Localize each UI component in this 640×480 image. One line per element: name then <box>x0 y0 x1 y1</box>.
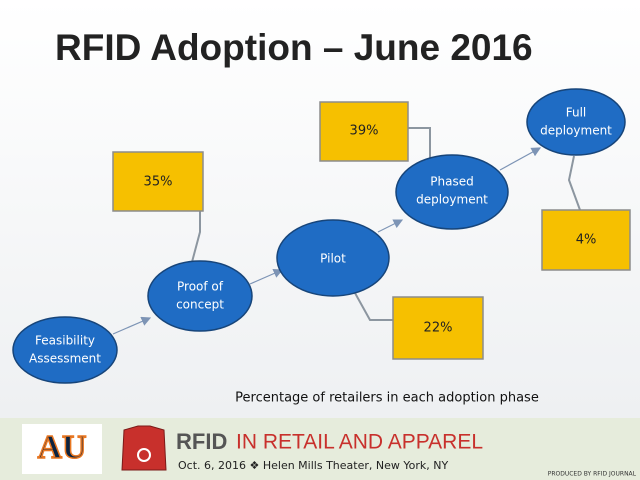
node-label: deployment <box>416 193 488 207</box>
arrow <box>499 147 542 171</box>
percentage-box: 22% <box>392 296 484 360</box>
percentage-box: 4% <box>541 209 631 271</box>
producer: PRODUCED BY RFID JOURNAL <box>548 471 637 478</box>
percentage-box: 35% <box>112 151 204 212</box>
node: Pilot <box>276 219 390 297</box>
percentage-label: 22% <box>424 321 453 336</box>
logo: AU <box>37 429 86 466</box>
connector <box>191 211 201 263</box>
node-label: Pilot <box>320 252 346 266</box>
node-label: deployment <box>540 124 612 138</box>
title: RFID Adoption – June 2016 <box>55 27 533 68</box>
arrow <box>249 268 284 285</box>
node-label: Feasibility <box>35 334 95 348</box>
connector <box>567 155 581 211</box>
node: Proof of concept <box>147 260 253 332</box>
node-label: Full <box>566 106 587 120</box>
node-label: Phased <box>430 175 473 189</box>
node: Feasibility Assessment <box>12 316 118 384</box>
node-label: concept <box>176 298 224 312</box>
percentage-label: 39% <box>350 124 379 139</box>
percentage-label: 35% <box>144 175 173 190</box>
caption: Percentage of retailers in each adoption… <box>235 391 539 406</box>
connector <box>408 127 431 165</box>
event: IN RETAIL AND APPAREL <box>236 431 483 454</box>
brand: RFID <box>176 429 227 454</box>
node-label: Assessment <box>29 352 101 366</box>
arrow <box>112 316 152 335</box>
connector <box>354 292 393 321</box>
footer: AU RFID IN RETAIL AND APPAREL Oct. 6, 20… <box>0 418 640 480</box>
node-label: Proof of <box>177 280 224 294</box>
arrows <box>112 147 542 335</box>
node: Full deployment <box>526 88 626 156</box>
node: Phased deployment <box>395 154 509 230</box>
connectors <box>191 127 581 321</box>
arrow <box>377 219 404 233</box>
percentage-box: 39% <box>319 101 409 162</box>
percentage-label: 4% <box>576 233 597 248</box>
event-details: Oct. 6, 2016 ❖ Helen Mills Theater, New … <box>178 459 448 472</box>
